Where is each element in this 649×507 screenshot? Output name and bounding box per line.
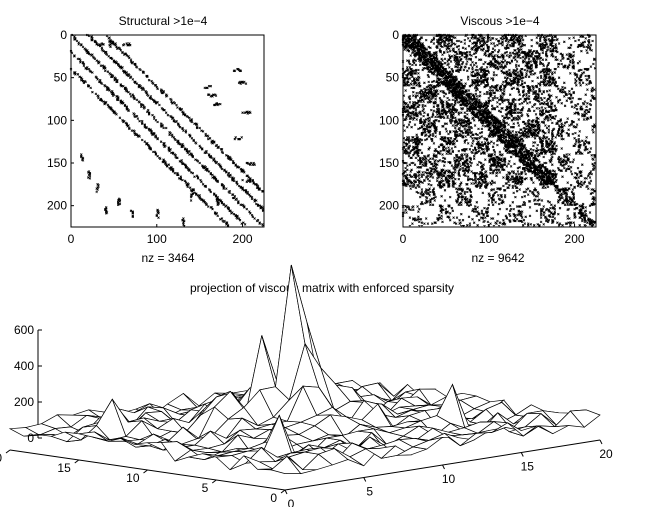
left-tick-mark [280, 489, 286, 494]
left-tick-mark [211, 479, 217, 484]
structural-axes-frame [70, 34, 265, 228]
left-tick-label: 0 [270, 491, 277, 505]
y-tick-label: 200 [379, 199, 399, 213]
structural-x-ticks: 0 100 200 [68, 224, 253, 246]
structural-y-ticks: 0 50 100 150 200 [47, 28, 74, 213]
x-tick-label: 0 [400, 232, 407, 246]
viscous-y-ticks: 0 50 100 150 200 [379, 28, 406, 213]
left-tick-label: 15 [57, 461, 71, 475]
mesh-facet [538, 425, 569, 435]
left-tick-label: 20 [0, 451, 2, 465]
projection-surface-plot: projection of viscous matrix with enforc… [0, 264, 613, 507]
surface-left-axis-ticks: 0 5 10 15 20 [0, 449, 286, 505]
right-tick-label: 15 [521, 460, 535, 474]
right-tick-label: 10 [442, 472, 456, 486]
x-tick-label: 100 [479, 232, 499, 246]
right-tick-mark [442, 464, 445, 470]
viscous-title: Viscous >1e−4 [460, 14, 539, 28]
surface-mesh [8, 264, 601, 474]
nonzero-markers [69, 33, 265, 228]
x-tick-label: 200 [565, 232, 585, 246]
y-tick-label: 150 [379, 156, 399, 170]
x-tick-label: 100 [147, 232, 167, 246]
right-tick-label: 5 [366, 485, 373, 499]
structural-nonzeros [69, 33, 265, 228]
y-tick-label: 0 [392, 28, 399, 42]
right-tick-mark [520, 452, 524, 457]
y-tick-label: 100 [47, 113, 67, 127]
mesh-facet [569, 409, 601, 428]
z-tick-label: 400 [14, 359, 34, 373]
surface-z-ticks: 0 200 400 600 [14, 323, 42, 445]
left-tick-mark [74, 459, 80, 464]
right-tick-label: 0 [288, 497, 295, 507]
x-tick-label: 0 [68, 232, 75, 246]
right-tick-mark [599, 439, 603, 445]
y-tick-label: 50 [54, 71, 68, 85]
left-tick-mark [5, 449, 11, 454]
y-tick-label: 50 [386, 71, 400, 85]
viscous-nonzeros [401, 33, 597, 228]
left-tick-label: 10 [126, 471, 140, 485]
structural-sparsity-plot: Structural >1e−4 0 100 200 0 50 100 150 200 nz… [47, 14, 265, 265]
right-tick-label: 20 [599, 447, 613, 461]
structural-xlabel: nz = 3464 [141, 251, 194, 265]
structural-title: Structural >1e−4 [119, 14, 208, 28]
y-tick-label: 100 [379, 113, 399, 127]
z-tick-label: 200 [14, 395, 34, 409]
y-tick-label: 200 [47, 199, 67, 213]
viscous-xlabel: nz = 9642 [471, 251, 524, 265]
viscous-sparsity-plot: Viscous >1e−4 0 100 200 0 50 100 150 200 nz = … [379, 14, 597, 265]
y-tick-label: 0 [60, 28, 67, 42]
surface-right-axis-ticks: 0 5 10 15 20 [284, 439, 613, 507]
z-tick-label: 600 [14, 323, 34, 337]
viscous-x-ticks: 0 100 200 [400, 224, 585, 246]
left-tick-label: 5 [202, 481, 209, 495]
right-tick-mark [363, 477, 367, 482]
nonzero-markers [401, 33, 597, 228]
y-tick-label: 150 [47, 156, 67, 170]
viscous-axes-frame [402, 34, 597, 228]
x-tick-label: 200 [233, 232, 253, 246]
surface-title: projection of viscous matrix with enforc… [190, 281, 454, 295]
right-tick-mark [284, 489, 288, 495]
z-tick-label: 0 [27, 431, 34, 445]
left-tick-mark [143, 469, 148, 474]
